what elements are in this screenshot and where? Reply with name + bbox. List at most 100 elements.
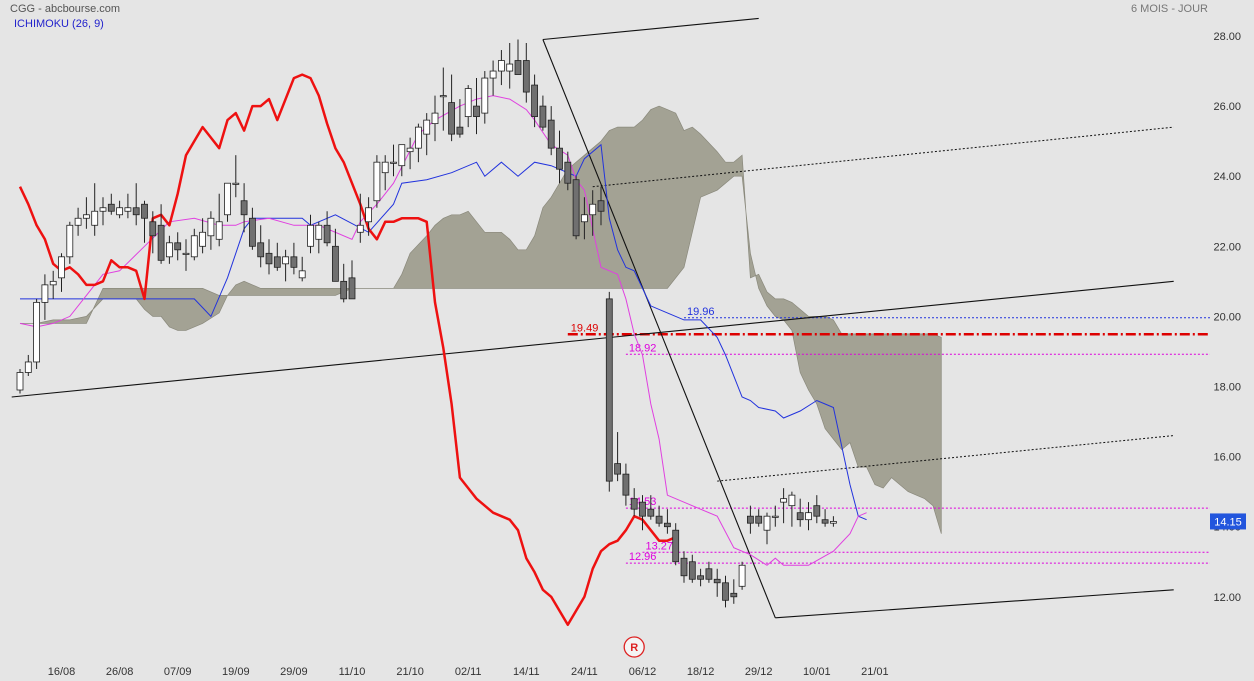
candle (33, 298, 40, 369)
candle-body (547, 119, 555, 149)
candle-body (655, 515, 663, 524)
candle-body (182, 252, 190, 255)
candle (738, 561, 746, 590)
y-tick-label: 26.00 (1213, 101, 1241, 113)
candle-body (664, 522, 671, 528)
candle (763, 512, 771, 545)
candle (265, 239, 273, 275)
y-tick-label: 22.00 (1213, 241, 1241, 253)
candle (705, 561, 713, 583)
marker-circle[interactable] (623, 636, 645, 658)
candle-body (605, 298, 613, 482)
candle-body (116, 207, 123, 216)
candle (348, 260, 356, 300)
candle-body (307, 224, 314, 247)
candle (199, 218, 207, 254)
candle (174, 232, 182, 261)
candle-body (481, 77, 489, 114)
candle (141, 200, 148, 243)
candle-body (16, 372, 24, 391)
candle-body (124, 207, 132, 212)
candle (99, 197, 107, 226)
candle-body (780, 498, 787, 503)
candle (639, 495, 646, 531)
candle (83, 197, 90, 229)
candle (664, 509, 671, 534)
y-tick-label: 28.00 (1213, 31, 1241, 43)
candle-body (771, 515, 779, 518)
candle-body (83, 214, 90, 219)
candle-body (240, 200, 248, 216)
chikou-line (18, 73, 677, 627)
candle (381, 155, 389, 191)
indicator-label: ICHIMOKU (26, 9) (14, 18, 104, 30)
x-tick-label: 29/12 (745, 666, 773, 678)
candle-body (821, 519, 829, 524)
candle (215, 193, 223, 247)
candle (448, 74, 456, 142)
candle (124, 193, 132, 219)
candle (240, 183, 248, 233)
candle-body (539, 105, 547, 128)
period-label: 6 MOIS - JOUR (1130, 3, 1208, 15)
candle (66, 221, 74, 264)
candle-body (24, 361, 32, 373)
candle-body (331, 245, 339, 282)
candle (439, 67, 447, 131)
candle-body (788, 494, 796, 507)
x-tick-label: 06/12 (629, 666, 657, 678)
candle (805, 502, 812, 531)
candle-body (398, 144, 406, 167)
candle (398, 144, 406, 177)
candle-body (91, 210, 99, 226)
candle (248, 207, 256, 250)
last-price-badge (1210, 513, 1246, 530)
last-price-label: 14.15 (1214, 516, 1242, 528)
candle-body (514, 60, 522, 75)
candle-body (531, 84, 538, 118)
event-marker[interactable]: R (623, 636, 645, 658)
kijun-line (20, 143, 867, 521)
candle (830, 516, 837, 527)
candle (331, 228, 339, 282)
candle-body (74, 217, 82, 226)
candle-body (215, 221, 223, 240)
candle-body (705, 568, 713, 580)
candle-body (414, 126, 422, 149)
candle (414, 123, 422, 163)
candle (780, 488, 787, 524)
candle (356, 193, 364, 243)
y-tick-label: 12.00 (1213, 592, 1241, 604)
candle (273, 242, 281, 271)
candle-body (796, 512, 804, 521)
candle-body (722, 582, 729, 601)
candle-body (572, 179, 580, 237)
trend-line (542, 17, 759, 41)
trend-line (717, 435, 1174, 482)
x-tick-label: 11/10 (339, 666, 366, 678)
candle-body (630, 498, 638, 510)
candle (581, 197, 588, 240)
candle (365, 197, 373, 236)
candle-body (66, 224, 74, 258)
candle-body (149, 221, 157, 237)
y-tick-label: 24.00 (1213, 171, 1241, 183)
candle-body (356, 224, 364, 233)
candle (755, 509, 763, 527)
candle-body (763, 515, 771, 531)
candle (232, 155, 240, 198)
candle (522, 43, 530, 103)
candle-body (381, 161, 389, 174)
candle-body (489, 70, 497, 79)
candle (655, 505, 663, 527)
candle (813, 495, 821, 524)
x-tick-label: 21/10 (396, 666, 424, 678)
candle-body (365, 207, 373, 223)
candle-body (755, 515, 763, 524)
candle-body (464, 88, 472, 118)
trend-line (542, 39, 776, 619)
candle (605, 291, 613, 492)
candle-body (373, 161, 381, 202)
candle (564, 151, 572, 191)
x-tick-label: 26/08 (106, 666, 134, 678)
